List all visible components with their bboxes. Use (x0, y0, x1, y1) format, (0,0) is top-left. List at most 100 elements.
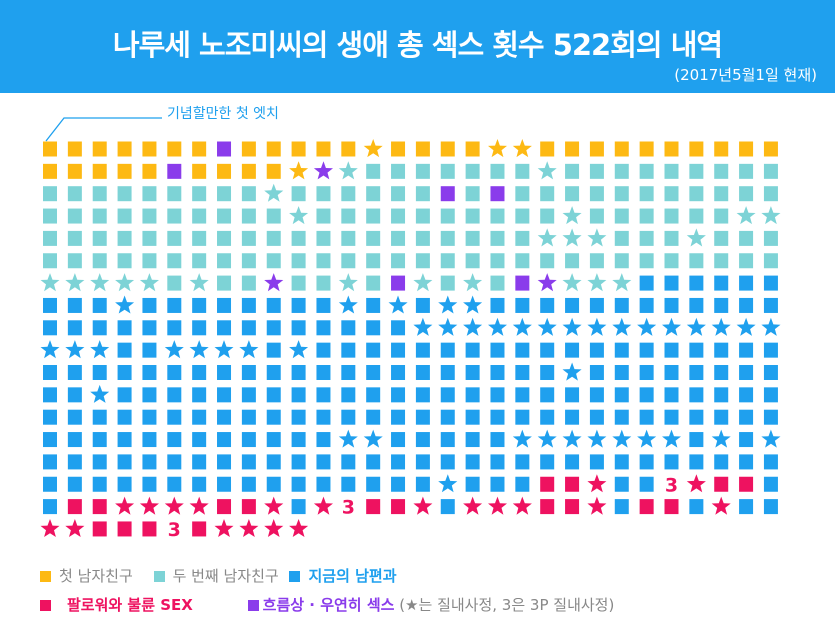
cell-square (192, 297, 207, 313)
legend-label: 두 번째 남자친구 (172, 567, 279, 585)
cell-square (341, 141, 356, 157)
cell-square (192, 476, 207, 492)
cell-star (65, 340, 85, 359)
cell-square (739, 163, 754, 179)
cell-square (465, 409, 480, 425)
cell-star (587, 429, 607, 448)
cell-square (614, 141, 629, 157)
cell-star (711, 429, 731, 448)
cell-square (739, 432, 754, 448)
cell-star (537, 161, 557, 180)
cell-square (266, 320, 281, 336)
cell-square (490, 275, 505, 291)
cell-square (391, 476, 406, 492)
cell-square (515, 163, 530, 179)
cell-square (714, 409, 729, 425)
cell-square (67, 499, 82, 515)
cell-square (217, 141, 232, 157)
cell-square (43, 454, 57, 470)
cell-square (689, 409, 704, 425)
cell-square (67, 141, 82, 157)
annotation-pointer (45, 117, 162, 142)
cell-square (465, 342, 480, 358)
cell-square (639, 387, 654, 403)
cell-square (366, 275, 381, 291)
cell-square (614, 163, 629, 179)
cell-square (540, 186, 555, 202)
cell-star (587, 496, 607, 515)
cell-square (142, 432, 157, 448)
cell-square (167, 476, 182, 492)
cell-square (142, 253, 157, 269)
cell-square (565, 499, 580, 515)
cell-square (117, 141, 132, 157)
cell-square (490, 208, 505, 224)
cell-star (239, 340, 259, 359)
cell-square (192, 521, 207, 537)
cell-star (164, 496, 184, 515)
cell-star (90, 384, 110, 403)
cell-square (316, 208, 331, 224)
cell-square (43, 476, 57, 492)
cell-square (192, 387, 207, 403)
cell-square (92, 141, 107, 157)
cell-square (67, 365, 82, 380)
cell-star (139, 496, 159, 515)
cell-square (664, 409, 679, 425)
cell-square (490, 454, 505, 470)
cell-square (142, 297, 157, 313)
cell-star (612, 317, 632, 336)
cell-square (689, 275, 704, 291)
cell-square (92, 297, 107, 313)
cell-square (714, 476, 729, 492)
cell-square (664, 141, 679, 157)
cell-star (338, 429, 358, 448)
cell-star (463, 273, 483, 292)
cell-square (291, 230, 306, 246)
cell-square (366, 476, 381, 492)
cell-square (391, 186, 406, 202)
cell-square (192, 208, 207, 224)
cell-square (565, 163, 580, 179)
legend-swatch (153, 571, 165, 582)
cell-square (614, 365, 629, 380)
cell-square (565, 253, 580, 269)
cell-square (192, 163, 207, 179)
cell-square (515, 365, 530, 380)
cell-square (217, 387, 232, 403)
cell-square (465, 454, 480, 470)
cell-star (463, 295, 483, 314)
cell-square (266, 253, 281, 269)
cell-square (589, 163, 604, 179)
cell-star (90, 340, 110, 359)
cell-square (92, 208, 107, 224)
cell-star (711, 496, 731, 515)
cell-square (43, 297, 57, 313)
cell-star (438, 295, 458, 314)
cell-square (291, 320, 306, 336)
cell-square (192, 141, 207, 157)
cell-star (264, 273, 284, 292)
cell-square (266, 163, 281, 179)
cell-square (664, 297, 679, 313)
cell-square (639, 253, 654, 269)
cell-square (241, 320, 256, 336)
cell-square (465, 387, 480, 403)
cell-square (391, 253, 406, 269)
cell-square (565, 476, 580, 492)
legend-note: (★는 질내사정, 3은 3P 질내사정) (399, 596, 615, 614)
cell-square (142, 186, 157, 202)
cell-star (512, 139, 532, 158)
cell-square (316, 253, 331, 269)
cell-square (540, 253, 555, 269)
cell-square (167, 297, 182, 313)
cell-square (117, 163, 132, 179)
cell-square (167, 432, 182, 448)
cell-square (67, 454, 82, 470)
cell-square (589, 409, 604, 425)
cell-square (316, 409, 331, 425)
cell-square (142, 141, 157, 157)
cell-square (763, 186, 778, 202)
cell-square (614, 387, 629, 403)
